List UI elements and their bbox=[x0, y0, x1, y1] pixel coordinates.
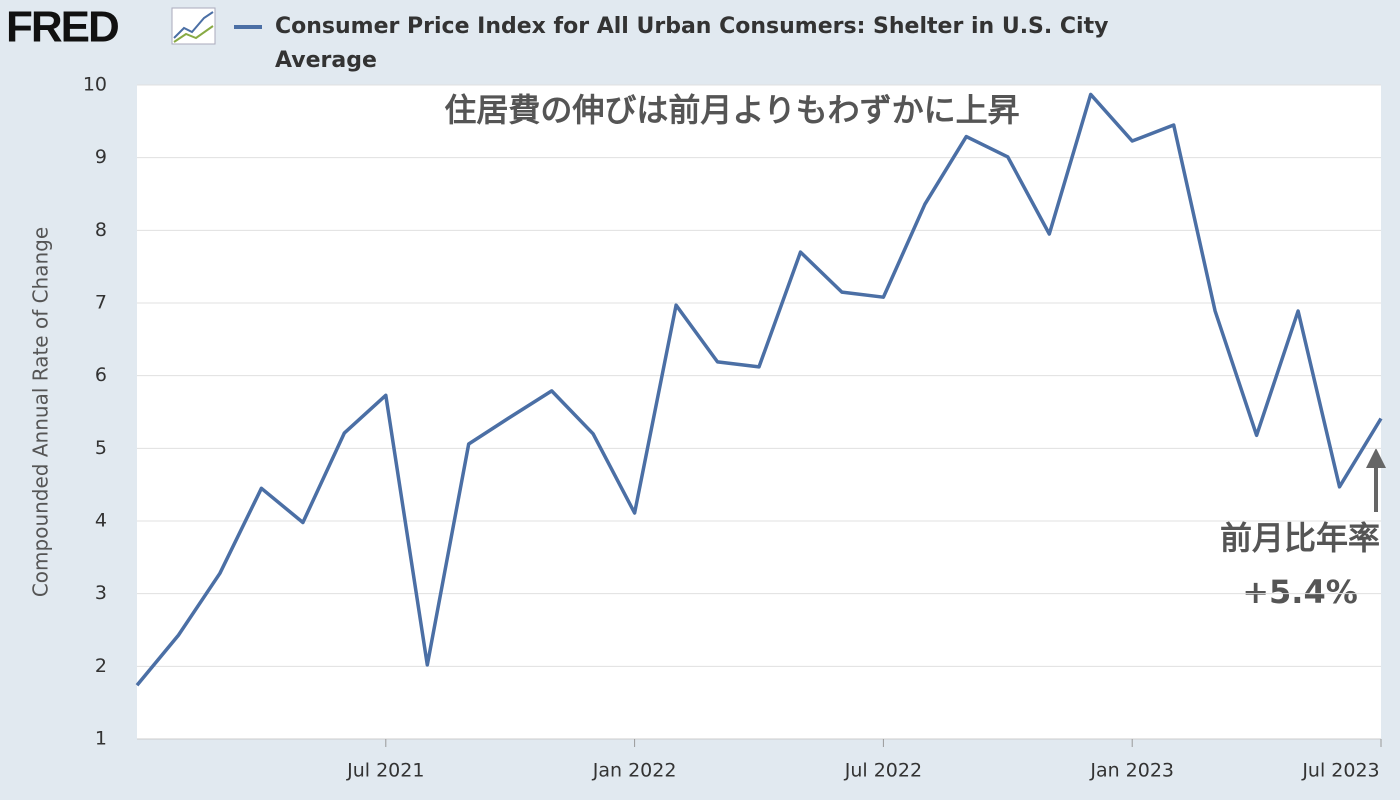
y-tick-label: 1 bbox=[95, 728, 107, 750]
logo: FRED bbox=[6, 3, 118, 52]
y-tick-label: 10 bbox=[83, 74, 107, 96]
legend-label: Consumer Price Index for All Urban Consu… bbox=[275, 14, 1108, 73]
x-tick-label: Jan 2023 bbox=[1089, 760, 1174, 782]
y-tick-label: 7 bbox=[95, 292, 107, 314]
annotation-arrow bbox=[1366, 448, 1386, 512]
y-tick-label: 9 bbox=[95, 146, 107, 168]
y-tick-label: 2 bbox=[95, 655, 107, 677]
plot-area bbox=[137, 85, 1381, 739]
y-axis-label: Compounded Annual Rate of Change bbox=[29, 227, 53, 597]
x-tick-label: Jan 2022 bbox=[592, 760, 677, 782]
x-tick-label: Jul 2023 bbox=[1301, 760, 1379, 782]
annotation: +5.4% bbox=[1242, 573, 1358, 611]
annotation: 前月比年率 bbox=[1220, 519, 1380, 557]
x-tick-label: Jul 2022 bbox=[844, 760, 922, 782]
y-tick-label: 8 bbox=[95, 219, 107, 241]
y-tick-label: 6 bbox=[95, 364, 107, 386]
y-tick-label: 4 bbox=[95, 510, 107, 532]
chart-title: 住居費の伸びは前月よりもわずかに上昇 bbox=[444, 91, 1019, 129]
x-tick-label: Jul 2021 bbox=[346, 760, 424, 782]
logo-icon bbox=[171, 7, 216, 45]
y-tick-label: 3 bbox=[95, 582, 107, 604]
y-tick-label: 5 bbox=[95, 437, 107, 459]
data-line bbox=[135, 92, 1383, 687]
